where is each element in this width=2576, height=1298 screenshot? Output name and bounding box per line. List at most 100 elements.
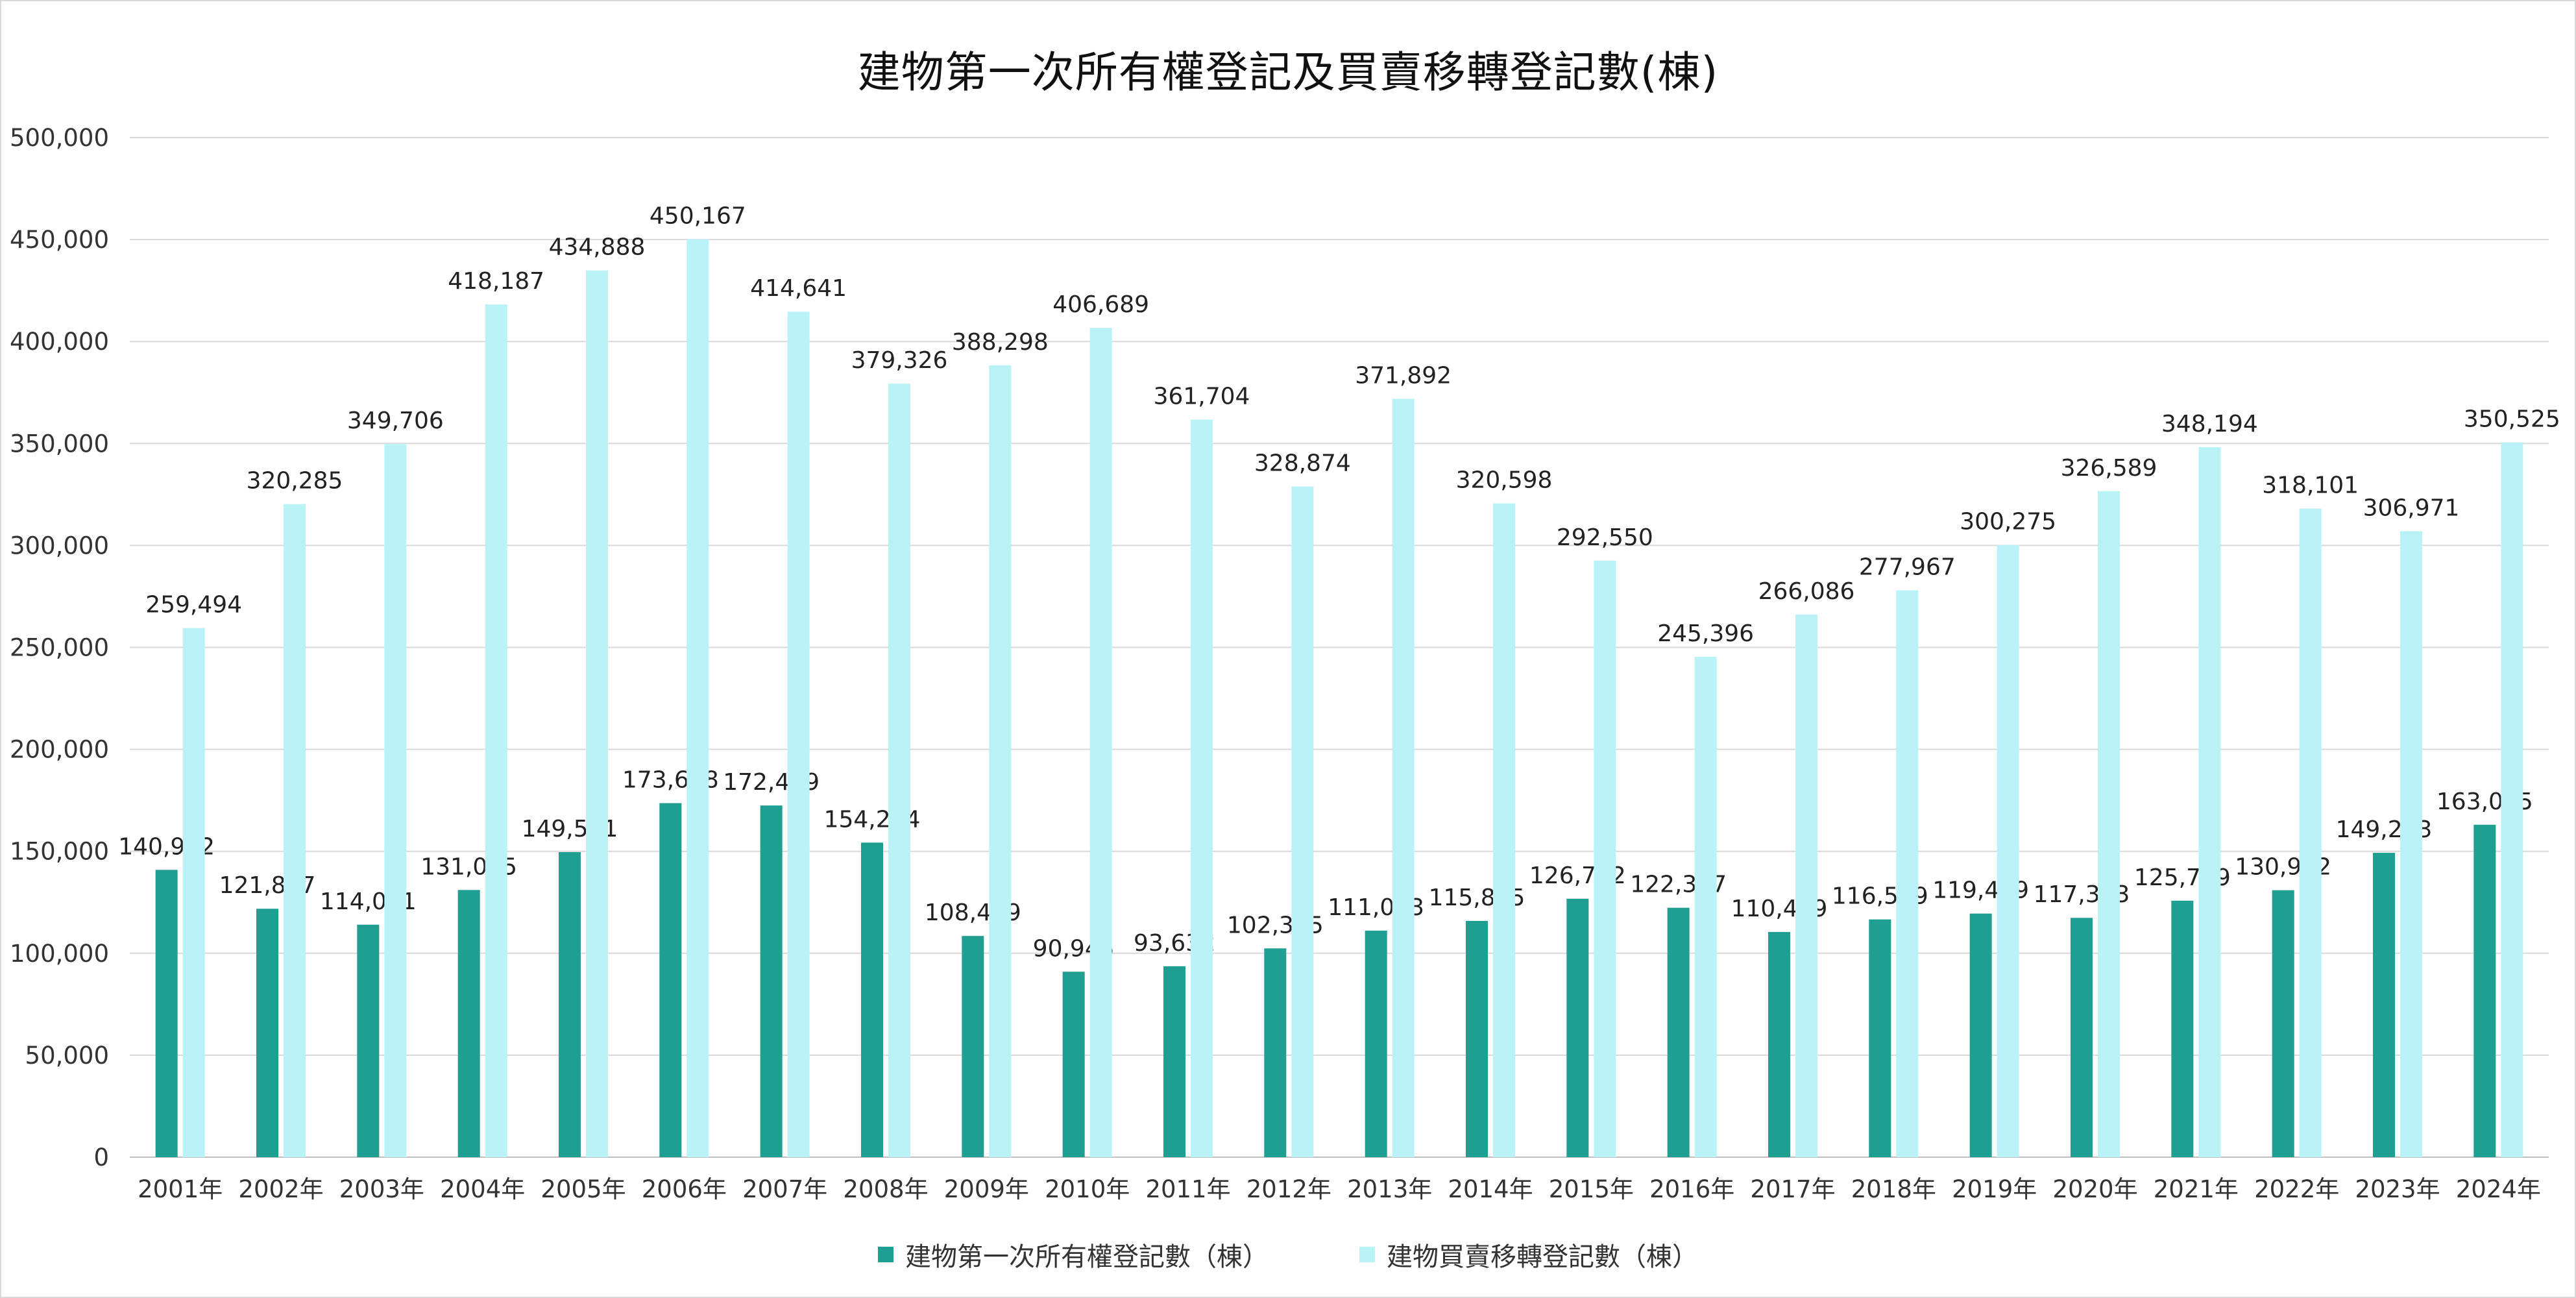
x-tick-label: 2010年 [1045, 1175, 1130, 1203]
x-tick-label: 2008年 [843, 1175, 928, 1203]
data-label-sale-transfer: 328,874 [1254, 450, 1351, 477]
data-label-sale-transfer: 306,971 [2363, 495, 2460, 521]
x-tick-label: 2013年 [1347, 1175, 1432, 1203]
data-label-sale-transfer: 350,525 [2464, 406, 2560, 433]
x-tick-label: 2006年 [642, 1175, 727, 1203]
x-tick-label: 2003年 [339, 1175, 424, 1203]
bar-sale-transfer [1896, 590, 1919, 1157]
data-label-sale-transfer: 434,888 [549, 234, 646, 261]
x-tick-label: 2011年 [1145, 1175, 1230, 1203]
bar-first-registration [2473, 824, 2496, 1157]
bar-first-registration [2272, 890, 2294, 1157]
bar-first-registration [256, 909, 278, 1157]
data-label-sale-transfer: 277,967 [1859, 554, 1956, 581]
data-label-sale-transfer: 266,086 [1758, 578, 1855, 605]
x-tick-label: 2001年 [138, 1175, 223, 1203]
bar-first-registration [760, 805, 783, 1157]
data-label-sale-transfer: 245,396 [1657, 620, 1754, 647]
y-tick-label: 400,000 [10, 328, 109, 356]
x-tick-label: 2005年 [541, 1175, 626, 1203]
x-tick-label: 2016年 [1649, 1175, 1734, 1203]
data-label-sale-transfer: 259,494 [145, 592, 242, 618]
data-label-sale-transfer: 300,275 [1960, 509, 2056, 535]
x-tick-label: 2021年 [2154, 1175, 2239, 1203]
legend-item-sale-transfer: 建物買賣移轉登記數（棟） [1359, 1236, 1698, 1273]
bar-first-registration [1062, 972, 1085, 1157]
bar-sale-transfer [1089, 328, 1112, 1158]
bar-sale-transfer [787, 312, 810, 1157]
legend-item-first-registration: 建物第一次所有權登記數（棟） [878, 1236, 1269, 1273]
x-tick-label: 2017年 [1750, 1175, 1835, 1203]
bar-sale-transfer [888, 384, 910, 1157]
bar-first-registration [559, 851, 581, 1157]
bar-first-registration [1566, 898, 1589, 1157]
bar-first-registration [457, 890, 480, 1157]
bar-first-registration [1969, 913, 1992, 1157]
y-tick-label: 0 [93, 1144, 109, 1171]
data-label-sale-transfer: 406,689 [1052, 291, 1149, 318]
x-tick-label: 2019年 [1952, 1175, 2037, 1203]
bar-first-registration [1466, 920, 1488, 1157]
legend-swatch-first-registration [878, 1247, 893, 1262]
y-tick-label: 300,000 [10, 532, 109, 559]
bar-sale-transfer [2198, 447, 2221, 1158]
x-tick-label: 2002年 [238, 1175, 323, 1203]
data-label-sale-transfer: 361,704 [1154, 384, 1250, 410]
bar-sale-transfer [2098, 491, 2120, 1157]
bar-sale-transfer [1493, 503, 1515, 1157]
x-tick-label: 2015年 [1549, 1175, 1634, 1203]
x-tick-label: 2024年 [2456, 1175, 2541, 1203]
y-tick-label: 200,000 [10, 736, 109, 764]
y-tick-label: 500,000 [10, 124, 109, 152]
bar-first-registration [1667, 907, 1690, 1157]
x-tick-label: 2004年 [440, 1175, 525, 1203]
bar-sale-transfer [384, 444, 407, 1157]
data-label-sale-transfer: 388,298 [952, 329, 1049, 356]
bar-first-registration [2171, 900, 2194, 1157]
x-tick-label: 2018年 [1851, 1175, 1936, 1203]
bar-first-registration [659, 803, 682, 1157]
bar-first-registration [2071, 918, 2093, 1157]
bar-first-registration [1264, 948, 1287, 1157]
bar-first-registration [155, 870, 178, 1157]
data-label-sale-transfer: 418,187 [448, 268, 544, 295]
legend-label-sale-transfer: 建物買賣移轉登記數（棟） [1387, 1242, 1698, 1272]
bar-sale-transfer [2501, 442, 2523, 1158]
bar-sale-transfer [284, 504, 306, 1157]
bar-sale-transfer [1191, 419, 1213, 1157]
bar-sale-transfer [1795, 614, 1817, 1157]
bar-first-registration [1768, 932, 1790, 1157]
bar-sale-transfer [2299, 508, 2322, 1157]
bar-first-registration [861, 842, 883, 1157]
y-tick-label: 250,000 [10, 634, 109, 662]
x-tick-label: 2014年 [1448, 1175, 1533, 1203]
y-tick-label: 450,000 [10, 226, 109, 254]
x-tick-label: 2012年 [1246, 1175, 1331, 1203]
data-label-sale-transfer: 414,641 [750, 275, 847, 302]
bar-sale-transfer [1392, 398, 1415, 1157]
y-tick-label: 50,000 [25, 1042, 109, 1070]
data-label-sale-transfer: 379,326 [851, 347, 948, 374]
data-label-sale-transfer: 348,194 [2161, 411, 2258, 437]
data-label-sale-transfer: 349,706 [347, 408, 444, 434]
bar-first-registration [1869, 919, 1891, 1157]
data-label-sale-transfer: 450,167 [650, 203, 746, 230]
bar-sale-transfer [485, 304, 507, 1158]
bar-sale-transfer [586, 270, 608, 1157]
bar-first-registration [962, 936, 984, 1157]
y-tick-label: 100,000 [10, 940, 109, 968]
data-label-sale-transfer: 326,589 [2061, 455, 2157, 482]
x-tick-label: 2022年 [2254, 1175, 2339, 1203]
bar-first-registration [357, 924, 380, 1157]
bar-sale-transfer [1291, 486, 1314, 1157]
bar-first-registration [1163, 966, 1185, 1157]
data-label-sale-transfer: 292,550 [1557, 524, 1653, 551]
x-tick-label: 2023年 [2355, 1175, 2440, 1203]
y-tick-label: 350,000 [10, 430, 109, 458]
x-tick-label: 2007年 [742, 1175, 827, 1203]
x-tick-label: 2009年 [944, 1175, 1029, 1203]
bar-sale-transfer [989, 365, 1012, 1157]
bar-sale-transfer [2400, 531, 2422, 1157]
bar-first-registration [1365, 930, 1387, 1157]
